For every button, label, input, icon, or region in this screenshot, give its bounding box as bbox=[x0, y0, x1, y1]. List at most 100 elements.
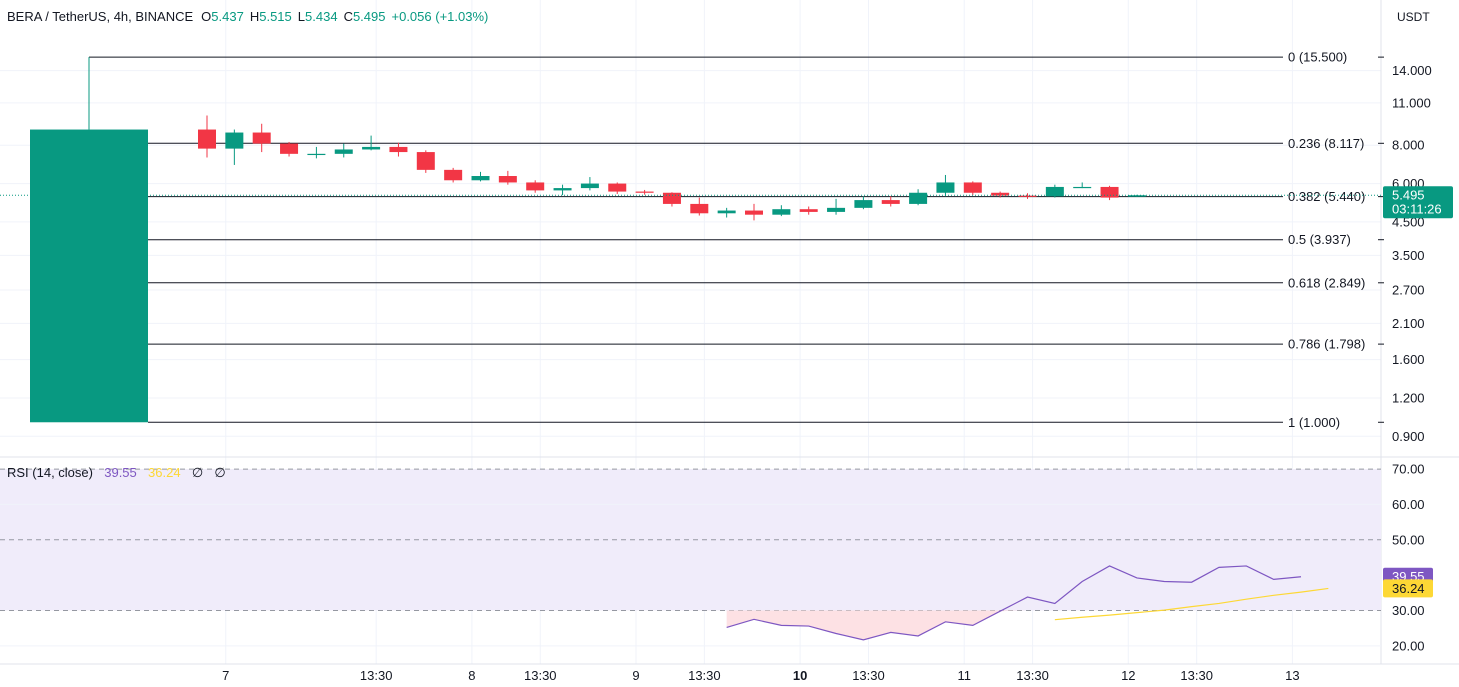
candle bbox=[526, 180, 545, 193]
candle-body bbox=[799, 209, 818, 212]
fibonacci-retracement[interactable]: 0 (15.500) 0.236 (8.117) 0.382 (5.440) 0.5 … bbox=[88, 50, 1384, 430]
candle-body bbox=[662, 192, 681, 204]
candle bbox=[225, 129, 244, 165]
candle-body bbox=[30, 129, 148, 423]
candle bbox=[198, 115, 216, 158]
candle bbox=[963, 181, 982, 196]
candle bbox=[881, 196, 900, 207]
time-tick-label: 9 bbox=[632, 668, 639, 683]
rsi-tick-label: 20.00 bbox=[1392, 638, 1425, 653]
candle bbox=[854, 196, 873, 210]
candle-body bbox=[909, 192, 928, 204]
symbol-title[interactable]: BERA / TetherUS, 4h, BINANCE bbox=[7, 9, 194, 24]
candle-body bbox=[416, 152, 435, 170]
candle bbox=[799, 206, 818, 215]
close-value: 5.495 bbox=[352, 9, 386, 24]
na-value-2: ∅ bbox=[214, 465, 226, 480]
low-value: 5.434 bbox=[305, 9, 338, 24]
rsi-ma-line bbox=[1054, 587, 1329, 621]
change-value: +0.056 (+1.03%) bbox=[391, 9, 489, 24]
candlestick-series bbox=[0, 115, 1381, 423]
rsi-ma-value: 36.24 bbox=[148, 465, 181, 480]
candle bbox=[307, 146, 326, 159]
candle-body bbox=[334, 149, 353, 154]
time-tick-label: 8 bbox=[468, 668, 475, 683]
candle bbox=[1018, 193, 1037, 199]
candle bbox=[389, 142, 408, 157]
candle-body bbox=[827, 207, 846, 212]
high-value: 5.515 bbox=[259, 9, 292, 24]
candle-body bbox=[362, 146, 381, 150]
price-tick-label: 2.700 bbox=[1392, 282, 1425, 297]
time-tick-label: 13:30 bbox=[688, 668, 721, 683]
price-tick-label: 1.200 bbox=[1392, 390, 1425, 405]
rsi-value: 39.55 bbox=[104, 465, 137, 480]
candle bbox=[362, 135, 381, 151]
rsi-legend: RSI (14, close) 39.55 36.24 ∅ ∅ bbox=[7, 465, 226, 481]
fib-level-label: 0.5 (3.937) bbox=[1288, 232, 1351, 247]
time-tick-label: 13:30 bbox=[1016, 668, 1049, 683]
fib-level-label: 0 (15.500) bbox=[1288, 50, 1347, 65]
fib-level-label: 1 (1.000) bbox=[1288, 415, 1340, 430]
open-label: O bbox=[201, 9, 212, 24]
currency-button[interactable]: USDT bbox=[1383, 5, 1453, 29]
candle-body bbox=[1018, 195, 1037, 197]
candle-body bbox=[498, 176, 517, 183]
candle-body bbox=[690, 203, 709, 214]
fib-level-label: 0.382 (5.440) bbox=[1288, 189, 1365, 204]
candle-body bbox=[881, 200, 900, 204]
candle bbox=[991, 191, 1010, 198]
fib-level-label: 0.786 (1.798) bbox=[1288, 337, 1365, 352]
time-tick-label: 13:30 bbox=[1180, 668, 1213, 683]
price-tick-label: 8.000 bbox=[1392, 138, 1425, 153]
candle-body bbox=[772, 209, 791, 215]
time-axis[interactable]: 7 13:30 8 13:30 9 13:30 10 13:30 11 13:30 12 13:30 1… bbox=[222, 668, 1300, 683]
candle-body bbox=[608, 183, 627, 192]
candle-body bbox=[307, 153, 326, 156]
price-axis[interactable]: 14.00011.0008.0006.0004.5003.5002.7002.1… bbox=[1392, 63, 1432, 653]
last-price-value: 5.495 bbox=[1392, 187, 1425, 202]
grid-lines bbox=[0, 0, 1459, 665]
candle-body bbox=[580, 183, 599, 189]
candle-body bbox=[1045, 186, 1064, 197]
candle bbox=[471, 171, 490, 182]
candle bbox=[580, 177, 599, 191]
candle-body bbox=[225, 132, 244, 149]
candle bbox=[690, 197, 709, 216]
candle-body bbox=[635, 191, 654, 193]
candle bbox=[936, 174, 955, 197]
rsi-ma-tag bbox=[1383, 579, 1433, 598]
candle-body bbox=[389, 146, 408, 153]
rsi-tick-label: 60.00 bbox=[1392, 497, 1425, 512]
candle bbox=[498, 170, 517, 185]
price-tick-label: 11.000 bbox=[1392, 95, 1431, 110]
candle bbox=[608, 182, 627, 194]
candle bbox=[717, 207, 736, 218]
candle-body bbox=[252, 132, 271, 144]
rsi-tick-label: 70.00 bbox=[1392, 462, 1425, 477]
rsi-tick-label: 30.00 bbox=[1392, 603, 1425, 618]
candle bbox=[444, 167, 463, 183]
candle-body bbox=[745, 210, 763, 215]
candle bbox=[416, 150, 435, 173]
fib-level-label: 0.618 (2.849) bbox=[1288, 275, 1365, 290]
time-tick-label: 13:30 bbox=[852, 668, 885, 683]
candle bbox=[280, 141, 299, 157]
rsi-title[interactable]: RSI (14, close) bbox=[7, 465, 93, 480]
candle bbox=[745, 203, 763, 221]
rsi-tick-label: 50.00 bbox=[1392, 532, 1425, 547]
candle bbox=[1073, 182, 1092, 189]
na-value-1: ∅ bbox=[191, 465, 204, 480]
price-tick-label: 3.500 bbox=[1392, 248, 1425, 263]
rsi-background-band bbox=[0, 469, 1381, 611]
candle-body bbox=[717, 210, 736, 214]
candle-body bbox=[198, 129, 216, 149]
time-tick-label: 13 bbox=[1285, 668, 1299, 683]
time-tick-label: 12 bbox=[1121, 668, 1135, 683]
candle bbox=[334, 143, 353, 158]
candle bbox=[635, 189, 654, 195]
candle bbox=[772, 205, 791, 217]
candle-body bbox=[854, 200, 873, 208]
